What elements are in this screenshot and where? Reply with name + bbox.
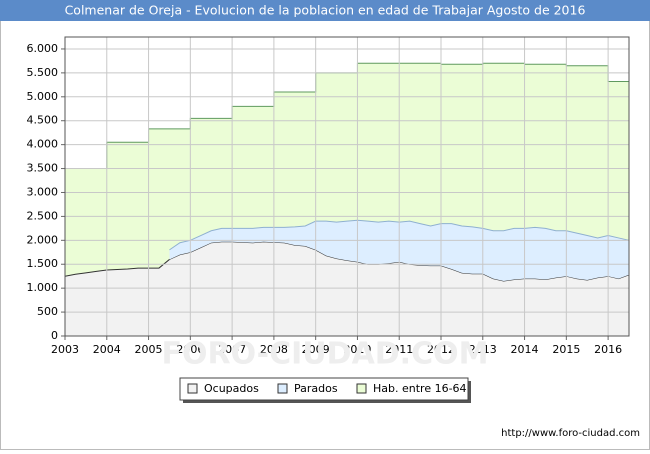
x-tick-label: 2014 [511, 343, 539, 356]
x-tick-label: 2012 [427, 343, 455, 356]
y-tick-label: 1.500 [27, 257, 59, 270]
y-tick-label: 1.000 [27, 281, 59, 294]
x-tick-label: 2011 [385, 343, 413, 356]
y-tick-label: 2.000 [27, 233, 59, 246]
y-tick-label: 3.500 [27, 162, 59, 175]
x-tick-label: 2003 [51, 343, 79, 356]
legend-label: Hab. entre 16-64 [373, 382, 467, 395]
title-bar [0, 0, 650, 21]
plot-area: 0 500 1.000 1.500 2.000 2.500 3.000 3.500 4.000 4… [27, 36, 630, 356]
y-tick-label: 5.500 [27, 66, 59, 79]
legend-swatch [187, 383, 198, 394]
y-tick-label: 0 [51, 329, 58, 342]
x-tick-label: 2007 [218, 343, 246, 356]
chart-title: Colmenar de Oreja - Evolucion de la pobl… [65, 3, 586, 18]
legend-label: Parados [294, 382, 338, 395]
x-tick-label: 2006 [176, 343, 204, 356]
legend [179, 377, 469, 401]
y-tick-label: 6.000 [27, 42, 59, 55]
x-tick-label: 2015 [552, 343, 580, 356]
watermark: FORO-CIUDAD.COM [162, 337, 489, 372]
y-tick-label: 5.000 [27, 90, 59, 103]
x-tick-label: 2004 [93, 343, 121, 356]
x-tick-label: 2008 [260, 343, 288, 356]
legend-label: Ocupados [204, 382, 259, 395]
x-tick-label: 2010 [343, 343, 371, 356]
x-tick-label: 2016 [594, 343, 622, 356]
x-tick-label: 2009 [302, 343, 330, 356]
y-tick-label: 4.500 [27, 114, 59, 127]
legend-swatch [356, 383, 367, 394]
y-tick-label: 4.000 [27, 138, 59, 151]
source: http://www.foro-ciudad.com [501, 428, 640, 439]
plot-border [64, 36, 630, 337]
legend-items: Ocupados Parados Hab. entre 16-64 [187, 382, 467, 395]
x-tick-label: 2005 [135, 343, 163, 356]
y-tick-label: 2.500 [27, 209, 59, 222]
y-tick-label: 3.000 [27, 185, 59, 198]
y-tick-label: 500 [37, 305, 58, 318]
legend-swatch [277, 383, 288, 394]
x-tick-label: 2013 [469, 343, 497, 356]
